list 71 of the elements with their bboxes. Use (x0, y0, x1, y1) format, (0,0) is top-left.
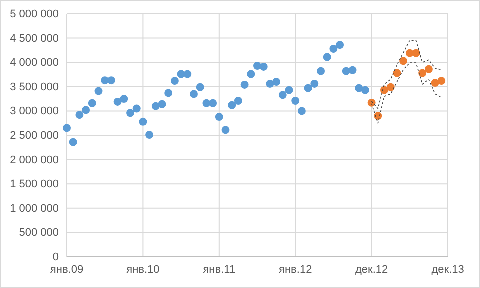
y-tick-label: 500 000 (19, 227, 59, 240)
y-tick-label: 3 000 000 (10, 106, 59, 118)
point (304, 84, 312, 92)
point (82, 106, 90, 114)
point (342, 67, 350, 76)
point (222, 126, 230, 134)
point (209, 99, 218, 108)
point (170, 77, 179, 86)
point (292, 97, 300, 105)
point (386, 83, 395, 92)
point (323, 53, 332, 62)
point (234, 97, 242, 105)
point (63, 124, 71, 132)
point (361, 86, 370, 94)
point (152, 102, 160, 110)
point (240, 80, 249, 89)
y-tick-label: 2 500 000 (10, 130, 59, 142)
point (355, 84, 364, 92)
y-tick-label: 3 500 000 (10, 81, 59, 94)
point (260, 62, 268, 71)
point (438, 77, 446, 86)
y-tick-label: 1 000 000 (10, 202, 59, 215)
point (330, 45, 338, 53)
point (94, 87, 103, 96)
point (368, 98, 376, 107)
y-tick-label: 0 (52, 252, 59, 264)
point (228, 101, 236, 110)
x-tick-label: янв.09 (50, 264, 84, 276)
y-tick-label: 4 000 000 (10, 57, 59, 70)
point (393, 69, 402, 78)
point (272, 78, 281, 86)
point (215, 113, 224, 122)
point (400, 57, 408, 66)
y-tick-label: 5 000 000 (10, 8, 59, 21)
point (285, 86, 294, 94)
point (278, 91, 287, 100)
point (107, 76, 116, 85)
point (69, 138, 78, 146)
point (317, 67, 325, 76)
point (120, 95, 128, 104)
point (196, 83, 204, 92)
point (132, 104, 141, 113)
point (431, 79, 440, 87)
point (164, 89, 173, 98)
point (336, 41, 344, 50)
point (184, 70, 192, 78)
point (418, 69, 427, 78)
point (126, 109, 134, 118)
point (139, 118, 148, 126)
x-tick-label: дек.12 (355, 264, 388, 276)
point (254, 62, 262, 70)
x-tick-label: янв.12 (279, 264, 312, 276)
y-tick-label: 1 500 000 (10, 178, 59, 191)
point (88, 99, 96, 108)
point (190, 90, 198, 98)
point (266, 80, 274, 88)
point (146, 131, 154, 139)
x-tick-label: янв.11 (203, 264, 236, 276)
point (412, 49, 420, 58)
point (348, 66, 357, 74)
x-tick-label: дек.13 (432, 264, 464, 276)
point (310, 80, 319, 88)
point (424, 65, 433, 74)
point (247, 70, 256, 78)
point (158, 100, 166, 108)
point (298, 107, 306, 116)
point (76, 111, 84, 120)
x-tick-label: янв.10 (126, 264, 160, 276)
point (114, 98, 122, 106)
y-tick-label: 4 500 000 (10, 32, 59, 45)
y-tick-label: 2 000 000 (10, 154, 59, 166)
